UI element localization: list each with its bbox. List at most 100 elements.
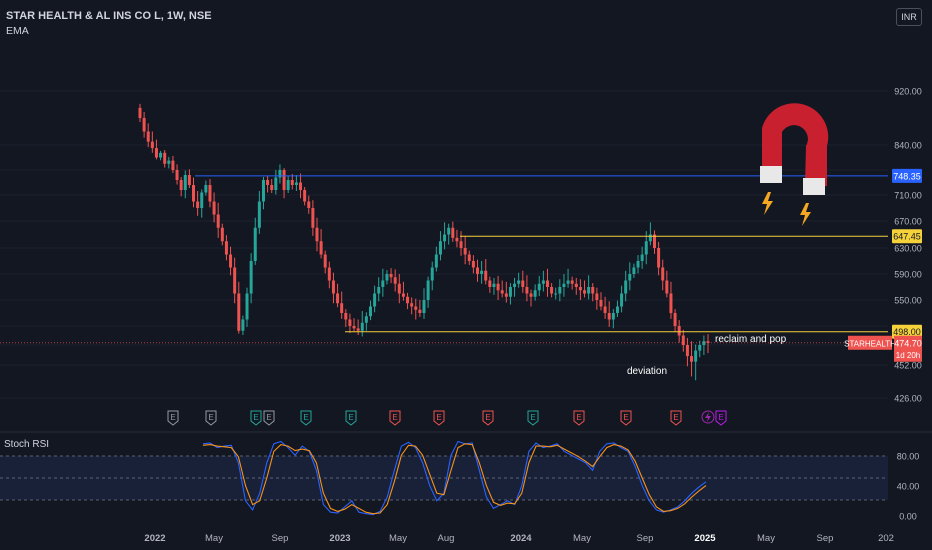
candle-body [471, 261, 475, 268]
candle-body [574, 283, 578, 287]
candle-body [150, 141, 154, 149]
earnings-marker-label: E [303, 413, 308, 422]
price-tick-label: 670.00 [894, 217, 922, 227]
candle-body [500, 290, 504, 294]
resistance-label: 748.35 [893, 171, 921, 181]
candle-body [216, 214, 220, 228]
candle-body [443, 234, 447, 242]
candle-body [599, 300, 603, 307]
candle-body [344, 313, 348, 320]
candle-body [229, 254, 233, 268]
candle-body [360, 322, 364, 331]
time-tick-label: Sep [272, 533, 289, 544]
earnings-marker-label: E [673, 413, 678, 422]
earnings-marker-label: E [436, 413, 441, 422]
time-tick-label: 2023 [329, 533, 350, 544]
candle-body [685, 345, 689, 357]
price-axis[interactable]: 920.00 840.00 710.00 670.00 630.00 590.00 550.… [894, 87, 922, 522]
candle-body [373, 293, 377, 307]
support-label: 498.00 [893, 327, 921, 337]
candle-body [245, 293, 249, 320]
earnings-marker-label: E [208, 413, 213, 422]
candle-body [212, 201, 216, 215]
last-price-label: 474.70 [894, 338, 922, 348]
annotation-reclaim: reclaim and pop [715, 334, 787, 345]
candle-body [389, 274, 393, 278]
candle-body [192, 185, 196, 202]
candle-body [406, 296, 410, 304]
earnings-marker [670, 410, 682, 426]
candle-body [352, 326, 356, 329]
symbol-tag-text: STARHEALTH [844, 339, 896, 348]
time-tick-label: Sep [817, 533, 834, 544]
price-tick-label: 550.00 [894, 296, 922, 306]
price-tick-label: 920.00 [894, 87, 922, 97]
candle-body [459, 241, 463, 248]
candle-body [467, 254, 471, 261]
candle-body [340, 303, 344, 313]
candle-body [319, 241, 323, 255]
stoch-tick-label: 40.00 [897, 482, 920, 492]
candle-body [434, 254, 438, 268]
earnings-marker [433, 410, 445, 426]
candle-body [484, 270, 488, 281]
earnings-marker [300, 410, 312, 426]
candle-body [299, 182, 303, 190]
candle-body [447, 227, 451, 235]
candle-body [414, 306, 418, 310]
candle-body [233, 267, 237, 294]
candle-body [393, 277, 397, 284]
time-axis[interactable]: 2022 May Sep 2023 May Aug 2024 May Sep 2025 May Sep… [144, 533, 894, 544]
bolt-left [762, 192, 773, 215]
candle-body [348, 319, 352, 326]
candle-body [187, 175, 191, 185]
candle-body [286, 180, 290, 190]
candle-body [550, 287, 554, 294]
candle-body [690, 356, 694, 362]
candle-body [533, 290, 537, 297]
candle-body [294, 182, 298, 185]
annotations: reclaim and pop deviation [627, 334, 787, 377]
candle-body [315, 227, 319, 242]
candle-body [694, 350, 698, 362]
stoch-rsi-label[interactable]: Stoch RSI [4, 439, 50, 450]
time-tick-label: Aug [438, 533, 455, 544]
stoch-rsi-pane [0, 440, 888, 516]
magnet-body [762, 103, 829, 186]
candle-body [364, 316, 368, 323]
earnings-marker [389, 410, 401, 426]
candle-body [331, 280, 335, 294]
earnings-marker [715, 410, 727, 426]
candle-body [278, 170, 282, 178]
candle-body [628, 274, 632, 281]
candle-body [142, 118, 146, 132]
candle-body [179, 180, 183, 190]
earnings-marker [620, 410, 632, 426]
grid [0, 90, 932, 433]
time-tick-label: 2025 [694, 533, 716, 544]
candle-body [303, 190, 307, 202]
currency-button[interactable]: INR [896, 8, 922, 26]
stoch-tick-label: 80.00 [897, 452, 920, 462]
magnet-tip-right [803, 178, 825, 195]
time-tick-label: 2024 [510, 533, 532, 544]
candle-body [677, 326, 681, 336]
ema-indicator-label[interactable]: EMA [6, 25, 29, 37]
candle-body [583, 290, 587, 294]
candle-body [595, 293, 599, 300]
candle-body [636, 261, 640, 268]
candle-body [261, 180, 265, 202]
candle-body [455, 237, 459, 242]
candle-body [529, 293, 533, 297]
candle-body [541, 280, 545, 284]
candle-body [336, 293, 340, 304]
candle-body [323, 254, 327, 268]
support-tag [892, 324, 922, 339]
candle-body [257, 201, 261, 228]
candle-body [237, 293, 241, 331]
candle-body [401, 293, 405, 297]
candle-body [657, 248, 661, 268]
candle-body [554, 293, 558, 295]
